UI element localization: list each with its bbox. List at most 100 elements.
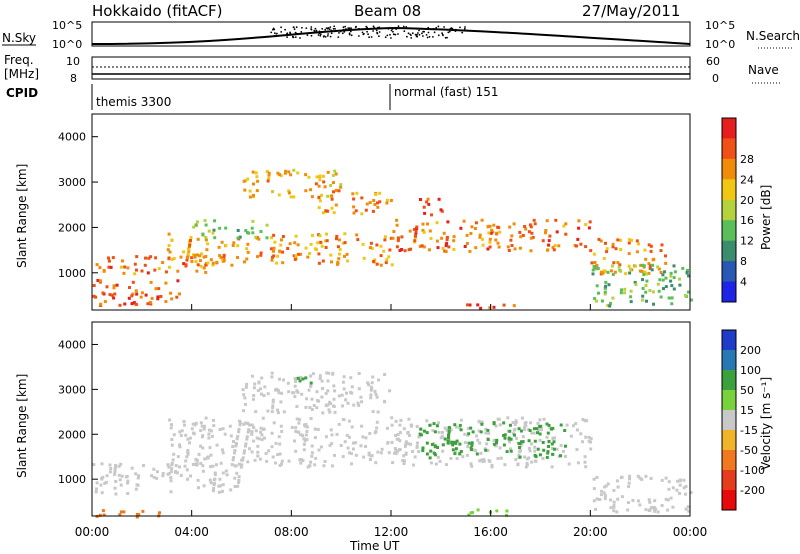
velocity-cell [436, 446, 440, 449]
velocity-cell [208, 478, 212, 482]
velocity-cell [429, 461, 433, 465]
power-cell [317, 206, 321, 210]
nsearch-dot [405, 26, 408, 28]
power-cell [644, 284, 648, 287]
nsearch-dot [276, 32, 278, 35]
power-cell [280, 238, 283, 242]
power-cell [316, 241, 320, 245]
nsearch-dot [289, 31, 291, 34]
velocity-cell [171, 458, 175, 462]
velocity-cell [271, 398, 275, 402]
power-cell [332, 190, 335, 194]
power-cell [648, 289, 652, 292]
velocity-cell [404, 440, 408, 444]
power-cell [639, 263, 643, 267]
power-cell [248, 195, 252, 199]
power-cell [552, 248, 556, 252]
velocity-cell [213, 477, 217, 481]
power-cell [287, 191, 291, 195]
velocity-cell [579, 432, 583, 436]
velocity-cell [521, 435, 525, 439]
power-cell [599, 270, 603, 274]
velocity-cell [377, 378, 381, 382]
power-ylabel: Slant Range [km] [15, 164, 29, 268]
power-cell [459, 226, 463, 230]
velocity-cell [675, 488, 679, 492]
velocity-cell [136, 476, 140, 480]
power-cell [445, 235, 449, 239]
velocity-cell [589, 447, 593, 451]
velocity-cell [215, 443, 219, 447]
power-cell [452, 239, 456, 243]
velocity-cell [453, 450, 457, 454]
power-cell [336, 262, 339, 266]
velocity-cell [301, 377, 305, 381]
velocity-cell [463, 432, 467, 436]
power-cell [157, 287, 161, 291]
power-cell [279, 174, 283, 178]
nsearch-dot [348, 32, 351, 35]
nsearch-dot [361, 31, 364, 34]
velocity-cell [113, 468, 117, 472]
nsearch-dot [368, 36, 370, 39]
velocity-cell [653, 509, 657, 513]
power-cell [641, 287, 645, 290]
power-cell [252, 193, 255, 197]
power-cell [330, 197, 334, 201]
velocity-cell [117, 464, 121, 468]
velocity-cell [547, 439, 551, 443]
nsearch-dot [327, 33, 329, 35]
velocity-cell [581, 418, 585, 421]
velocity-cell [458, 426, 462, 430]
velocity-cell [155, 476, 159, 480]
power-cell [326, 194, 330, 198]
velocity-cell [490, 465, 494, 469]
power-cell [352, 205, 356, 209]
velocity-cell [660, 478, 664, 482]
power-cell [311, 233, 314, 237]
velocity-cell [410, 423, 414, 427]
velocity-cell [179, 473, 183, 477]
velocity-cell [296, 430, 300, 434]
power-cell [620, 288, 623, 292]
power-cell [595, 299, 598, 303]
power-cell [362, 256, 366, 260]
velocity-cell [513, 422, 517, 426]
power-cell [213, 219, 217, 223]
power-cell [205, 248, 209, 252]
velocity-cell [428, 456, 432, 460]
velocity-cell [546, 451, 550, 455]
power-cell [170, 297, 174, 301]
nsearch-dot [272, 28, 274, 31]
velocity-cell [219, 461, 223, 465]
velocity-cell [335, 432, 339, 436]
velocity-cell [523, 428, 527, 432]
velocity-cell [376, 410, 380, 414]
power-cell [123, 265, 127, 269]
power-cell [649, 244, 653, 248]
power-cell [651, 290, 655, 294]
velocity-cell [244, 385, 248, 389]
power-cell [281, 261, 285, 265]
power-cell [660, 243, 664, 247]
y-tick-label: 1000 [58, 267, 86, 280]
velocity-cell [461, 455, 465, 459]
velocity-cell [293, 384, 297, 388]
nsearch-dot [350, 27, 352, 30]
power-cell [179, 255, 183, 259]
velocity-cell [383, 399, 387, 403]
power-cell [395, 223, 399, 227]
velocity-cell [310, 397, 314, 401]
velocity-cell [152, 475, 156, 479]
velocity-cell [656, 510, 660, 514]
velocity-cell [194, 421, 198, 425]
power-cell [238, 235, 242, 239]
power-cell [278, 249, 282, 253]
velocity-cell [536, 447, 540, 451]
velocity-cell [486, 428, 490, 432]
power-cell [95, 263, 99, 267]
velocity-cell [241, 456, 245, 460]
power-cell [435, 221, 439, 225]
x-axis-ticks: 00:00 04:00 08:00 12:00 16:00 20:00 00:00 [75, 304, 707, 539]
cbar-swatch [722, 430, 736, 451]
